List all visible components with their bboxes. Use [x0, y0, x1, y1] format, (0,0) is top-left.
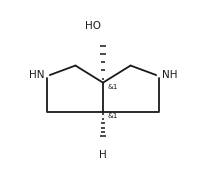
Text: &1: &1: [108, 84, 118, 90]
Text: NH: NH: [162, 70, 177, 80]
Text: HO: HO: [85, 21, 101, 31]
Text: &1: &1: [108, 113, 118, 119]
Text: HN: HN: [29, 70, 44, 80]
Text: H: H: [99, 150, 107, 160]
